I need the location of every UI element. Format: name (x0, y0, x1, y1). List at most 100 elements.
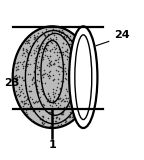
Point (54, 120, 57, 123)
Point (48, 110, 51, 113)
Point (81, 52, 84, 54)
Point (72, 76, 75, 79)
Point (50, 38, 52, 40)
Point (70, 116, 73, 118)
Point (52, 117, 55, 119)
Point (69, 116, 71, 118)
Point (36, 72, 38, 75)
Point (44, 34, 46, 36)
Point (33, 70, 35, 72)
Point (17, 92, 20, 95)
Point (69, 110, 71, 113)
Point (64, 54, 66, 57)
Point (65, 50, 67, 53)
Point (54, 92, 56, 94)
Point (44, 72, 46, 74)
Point (75, 107, 77, 109)
Point (62, 31, 64, 33)
Point (17, 65, 19, 68)
Point (38, 107, 41, 110)
Point (42, 73, 44, 75)
Point (64, 97, 67, 99)
Point (81, 47, 83, 49)
Point (80, 88, 82, 90)
Point (59, 51, 61, 53)
Point (38, 45, 40, 48)
Point (29, 96, 32, 98)
Point (45, 44, 48, 46)
Point (69, 51, 71, 54)
Point (77, 40, 79, 43)
Point (37, 91, 39, 93)
Point (55, 29, 58, 31)
Point (47, 75, 49, 78)
Point (41, 82, 43, 84)
Point (24, 102, 26, 105)
Point (41, 45, 43, 47)
Point (33, 82, 36, 84)
Point (26, 49, 28, 52)
Point (28, 89, 31, 92)
Point (62, 42, 64, 44)
Point (67, 69, 69, 72)
Point (64, 99, 66, 102)
Point (64, 49, 66, 52)
Point (52, 100, 55, 103)
Point (53, 101, 55, 104)
Point (68, 72, 70, 75)
Point (61, 31, 63, 33)
Point (16, 68, 18, 71)
Point (15, 77, 17, 80)
Text: 24: 24 (114, 30, 130, 40)
Point (22, 108, 24, 111)
Point (59, 103, 62, 106)
Point (33, 52, 35, 55)
Point (39, 59, 42, 61)
Point (41, 58, 44, 60)
Point (42, 103, 44, 105)
Point (24, 95, 27, 97)
Point (49, 75, 51, 77)
Point (36, 35, 39, 38)
Point (30, 54, 32, 56)
Point (60, 32, 62, 34)
Point (82, 50, 84, 53)
Point (24, 83, 26, 86)
Point (31, 43, 33, 46)
Point (77, 55, 79, 58)
Point (73, 39, 75, 42)
Point (49, 70, 51, 73)
Point (69, 114, 71, 117)
Point (74, 68, 76, 70)
Point (63, 62, 65, 65)
Point (54, 59, 56, 61)
Point (40, 88, 42, 90)
Point (14, 77, 16, 80)
Point (57, 82, 59, 84)
Point (73, 42, 76, 44)
Point (25, 110, 27, 113)
Point (78, 47, 81, 50)
Point (50, 41, 53, 43)
Point (69, 35, 71, 38)
Point (37, 60, 39, 63)
Point (33, 36, 35, 38)
Point (61, 46, 63, 48)
Point (29, 36, 31, 39)
Point (49, 63, 51, 65)
Point (56, 116, 58, 119)
Point (84, 66, 86, 68)
Point (23, 65, 26, 68)
Point (86, 77, 88, 80)
Point (25, 108, 27, 111)
Point (62, 51, 65, 53)
Point (76, 55, 78, 57)
Point (41, 123, 44, 125)
Point (58, 64, 60, 67)
Point (74, 49, 76, 52)
Point (20, 76, 23, 79)
Point (43, 35, 46, 37)
Point (57, 60, 59, 63)
Point (22, 92, 25, 94)
Point (42, 93, 44, 96)
